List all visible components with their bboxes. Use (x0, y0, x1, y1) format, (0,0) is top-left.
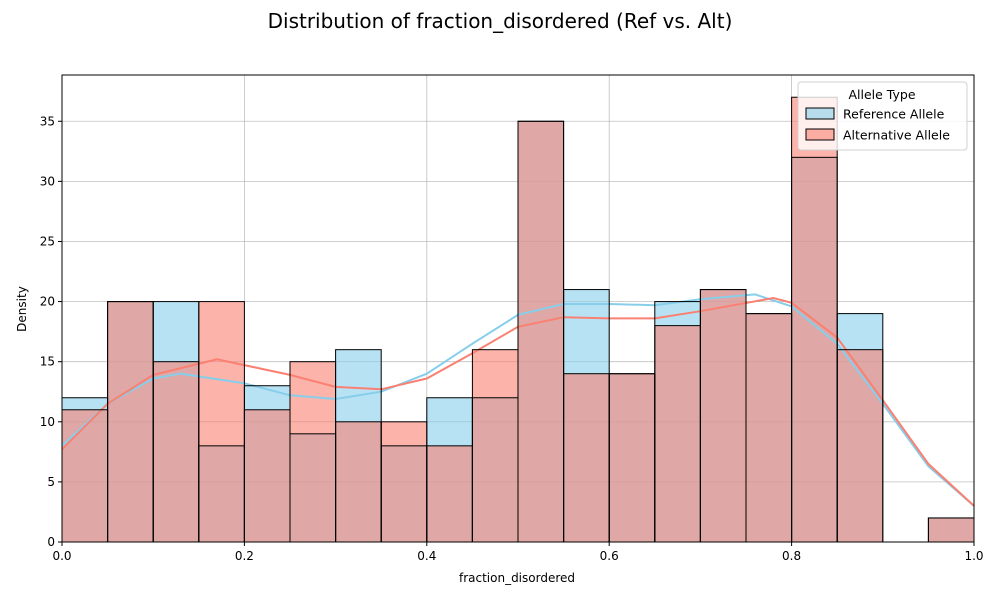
alternative-bar (290, 361, 336, 542)
alternative-bar (107, 301, 154, 542)
alternative-bar (62, 409, 108, 542)
alternative-bar (335, 421, 382, 542)
alternative-bar (928, 517, 974, 542)
alternative-kde-line (61, 296, 975, 507)
chart-title: Distribution of fraction_disordered (Ref… (268, 9, 733, 33)
alternative-bar (609, 373, 655, 542)
alternative-bar (472, 349, 518, 542)
alternative-bar (244, 409, 290, 542)
legend-swatch-alternative (805, 128, 835, 141)
x-axis-ticks: 0.0 0.2 0.4 0.6 0.8 1.0 (52, 542, 984, 563)
legend-label-alternative: Alternative Allele (843, 128, 950, 143)
y-tick-label: 35 (40, 114, 55, 128)
x-tick-label: 0.2 (235, 549, 254, 563)
legend-swatch-reference (805, 107, 835, 120)
y-tick-label: 0 (47, 535, 55, 549)
y-axis-label: Density (15, 286, 29, 332)
y-tick-label: 10 (40, 415, 55, 429)
y-axis-ticks: 0 5 10 15 20 25 30 35 (40, 114, 62, 549)
legend: Allele Type Reference Allele Alternative… (797, 81, 968, 151)
alternative-bar (518, 121, 564, 542)
alternative-bar (381, 421, 427, 542)
plot-frame (61, 74, 975, 543)
x-tick-label: 0.0 (52, 549, 71, 563)
legend-label-reference: Reference Allele (843, 107, 945, 122)
x-tick-label: 0.6 (600, 549, 619, 563)
y-tick-label: 5 (47, 475, 55, 489)
y-tick-label: 25 (40, 234, 55, 248)
x-tick-label: 0.8 (782, 549, 801, 563)
y-tick-label: 20 (40, 295, 55, 309)
alternative-bar (700, 289, 746, 542)
alternative-bar (837, 349, 883, 542)
alternative-bar (746, 313, 792, 542)
alternative-bar (153, 361, 199, 542)
y-tick-label: 30 (40, 174, 55, 188)
y-tick-label: 15 (40, 355, 55, 369)
legend-box (797, 81, 968, 151)
alternative-bar (563, 373, 610, 542)
x-tick-label: 1.0 (964, 549, 983, 563)
alternative-bar (198, 301, 245, 542)
alternative-bar (426, 445, 473, 542)
x-tick-label: 0.4 (417, 549, 436, 563)
alternative-allele-bars (62, 97, 974, 542)
x-axis-label: fraction_disordered (459, 571, 575, 585)
alternative-bar (654, 325, 701, 542)
bar-outlines (61, 96, 975, 543)
legend-title: Allele Type (848, 87, 915, 102)
